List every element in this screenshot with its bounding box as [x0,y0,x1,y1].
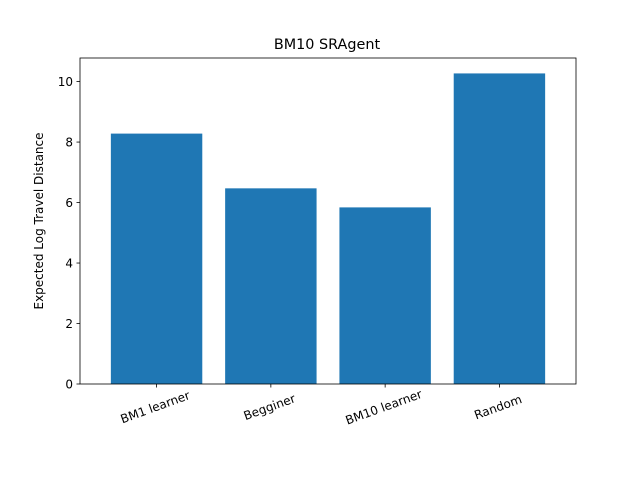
y-tick-label: 2 [65,317,73,331]
x-tick-label: BM10 learner [344,387,424,428]
y-tick-label: 4 [65,257,73,271]
bar-bm10-learner [339,207,431,384]
x-tick-label: Begginer [242,391,298,423]
bars-group [110,73,546,384]
chart-title: BM10 SRAgent [274,37,381,53]
bar-bm1-learner [110,133,203,384]
bar-begginer [225,188,317,384]
y-tick-label: 6 [65,196,73,210]
y-tick-label: 0 [65,378,73,392]
y-tick-label: 8 [65,136,73,150]
bar-random [453,73,546,384]
x-axis: BM1 learner Begginer BM10 learner Random [119,384,524,428]
x-tick-label: Random [472,392,523,422]
plot-frame [79,57,577,385]
y-axis-label: Expected Log Travel Distance [32,132,46,309]
x-tick-label: BM1 learner [119,388,192,426]
y-axis: 0 2 4 6 8 10 [58,75,80,392]
y-tick-label: 10 [58,75,73,89]
